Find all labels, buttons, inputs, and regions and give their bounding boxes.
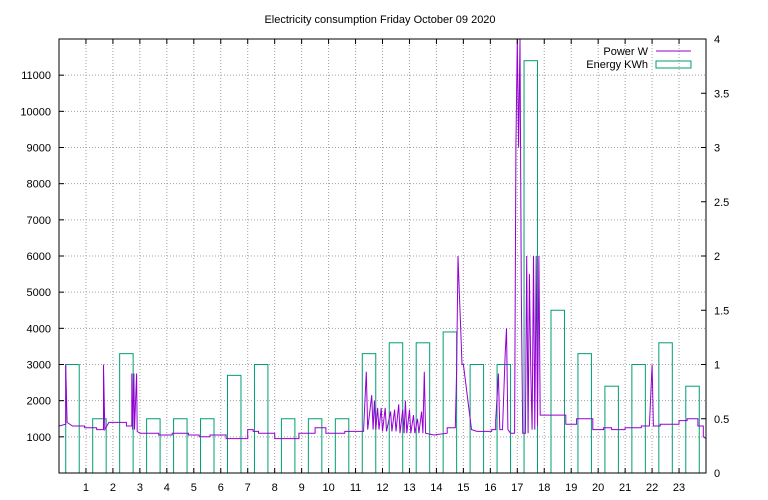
energy-bar-hour-21 bbox=[631, 364, 646, 474]
energy-bar-hour-0 bbox=[65, 364, 80, 474]
axis-ticks: 1 2 3 4 5 6 7 8 9 10 11 12 13 14 15 16 17 18 19 20 21 22 23100… bbox=[20, 34, 729, 494]
chart-title: Electricity consumption Friday October 0… bbox=[264, 14, 495, 26]
energy-bar-hour-13 bbox=[415, 342, 431, 474]
legend-label-power: Power W bbox=[603, 46, 648, 58]
x-tick-label: 21 bbox=[619, 482, 631, 494]
x-tick-label: 1 bbox=[83, 482, 89, 494]
x-tick-label: 22 bbox=[646, 482, 658, 494]
x-tick-label: 14 bbox=[430, 482, 442, 494]
x-tick-label: 8 bbox=[272, 482, 278, 494]
energy-bar-hour-8 bbox=[280, 418, 296, 474]
x-tick-label: 11 bbox=[350, 482, 361, 494]
legend-label-energy: Energy KWh bbox=[586, 59, 648, 71]
y-right-tick-label: 1.5 bbox=[714, 305, 729, 317]
energy-bar-hour-1 bbox=[92, 418, 107, 474]
energy-bar-hour-5 bbox=[200, 418, 215, 474]
energy-bar-hour-15 bbox=[469, 364, 485, 474]
legend-swatch-energy bbox=[655, 60, 692, 69]
x-tick-label: 10 bbox=[322, 482, 334, 494]
x-tick-label: 16 bbox=[484, 482, 496, 494]
energy-bar-hour-18 bbox=[550, 309, 565, 474]
energy-bar-hour-2 bbox=[119, 353, 134, 474]
grid-lines bbox=[59, 39, 706, 473]
x-tick-label: 15 bbox=[457, 482, 469, 494]
y-right-tick-label: 2.5 bbox=[714, 197, 729, 209]
x-tick-label: 23 bbox=[673, 482, 685, 494]
y-right-tick-label: 4 bbox=[714, 34, 720, 46]
energy-bar-hour-9 bbox=[307, 418, 323, 474]
energy-bar-hour-23 bbox=[685, 385, 700, 474]
y-left-tick-label: 4000 bbox=[27, 323, 51, 335]
energy-bar-hour-14 bbox=[442, 331, 458, 474]
y-left-tick-label: 9000 bbox=[27, 143, 51, 155]
y-left-tick-label: 1000 bbox=[27, 432, 51, 444]
x-tick-label: 4 bbox=[164, 482, 170, 494]
y-right-tick-label: 0.5 bbox=[714, 414, 729, 426]
y-right-tick-label: 3.5 bbox=[714, 88, 729, 100]
y-right-tick-label: 3 bbox=[714, 143, 720, 155]
x-tick-label: 17 bbox=[511, 482, 523, 494]
y-left-tick-label: 11000 bbox=[21, 70, 51, 82]
energy-bar-hour-19 bbox=[577, 353, 592, 474]
x-tick-label: 7 bbox=[245, 482, 251, 494]
y-left-tick-label: 6000 bbox=[27, 251, 51, 263]
x-tick-label: 19 bbox=[565, 482, 577, 494]
energy-bar-hour-6 bbox=[226, 374, 242, 474]
y-left-tick-label: 2000 bbox=[27, 396, 51, 408]
y-right-tick-label: 0 bbox=[714, 468, 720, 480]
energy-bar-hour-12 bbox=[388, 342, 404, 474]
legend: Power W Energy KWh bbox=[586, 46, 692, 71]
x-tick-label: 6 bbox=[218, 482, 224, 494]
y-left-tick-label: 7000 bbox=[27, 215, 51, 227]
energy-bar-hour-4 bbox=[173, 418, 188, 474]
power-series-line bbox=[58, 38, 707, 440]
y-left-tick-label: 3000 bbox=[27, 360, 51, 372]
y-right-tick-label: 1 bbox=[714, 360, 720, 372]
energy-bar-hour-10 bbox=[334, 418, 350, 474]
x-tick-label: 3 bbox=[137, 482, 143, 494]
x-tick-label: 18 bbox=[538, 482, 550, 494]
y-right-tick-label: 2 bbox=[714, 251, 720, 263]
y-left-tick-label: 5000 bbox=[27, 287, 51, 299]
energy-bar-hour-7 bbox=[253, 364, 269, 474]
y-left-tick-label: 8000 bbox=[27, 179, 51, 191]
y-left-tick-label: 10000 bbox=[20, 106, 51, 118]
energy-bar-hour-22 bbox=[658, 342, 673, 474]
x-tick-label: 12 bbox=[376, 482, 388, 494]
x-tick-label: 9 bbox=[299, 482, 305, 494]
energy-bar-hour-3 bbox=[146, 418, 161, 474]
x-tick-label: 5 bbox=[191, 482, 197, 494]
x-tick-label: 13 bbox=[403, 482, 415, 494]
x-tick-label: 20 bbox=[592, 482, 604, 494]
x-tick-label: 2 bbox=[110, 482, 116, 494]
